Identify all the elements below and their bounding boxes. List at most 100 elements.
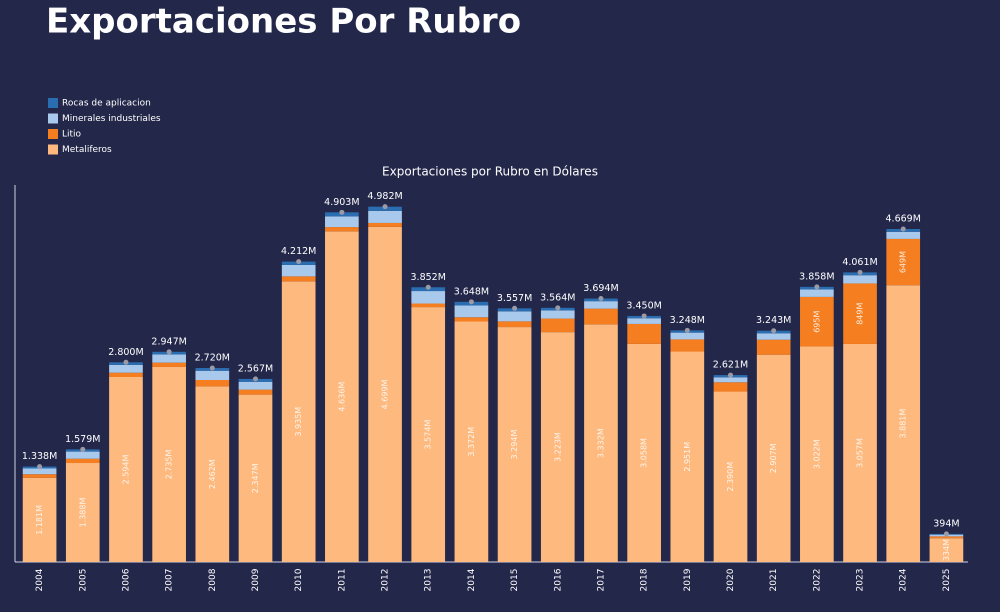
bar-segment: [368, 222, 402, 227]
x-tick-label: 2009: [251, 568, 261, 591]
bar-segment: [238, 389, 273, 395]
bar-segment: [411, 307, 446, 562]
total-label: 1.338M: [22, 451, 57, 462]
total-marker: [166, 349, 172, 355]
bar-segment: [238, 381, 273, 390]
legend-label: Metaliferos: [62, 145, 112, 155]
x-tick-label: 2013: [424, 569, 434, 592]
bar-segment: [411, 303, 446, 308]
bar-segment: [454, 305, 489, 318]
bar-segment: [756, 339, 791, 355]
bar-segment: [756, 354, 791, 562]
total-label: 4.669M: [886, 214, 921, 225]
bar-segment: [22, 474, 57, 478]
bar-segment: [670, 339, 705, 352]
x-tick-label: 2017: [596, 569, 606, 592]
segment-label: 1.181M: [35, 505, 44, 535]
bar-segment: [497, 321, 532, 328]
bar-segment: [325, 231, 359, 562]
total-label: 3.858M: [799, 271, 834, 282]
x-tick-label: 2025: [942, 569, 952, 592]
total-label: 3.564M: [540, 292, 575, 303]
segment-label: 2.347M: [251, 463, 260, 493]
legend-label: Rocas de aplicacion: [62, 99, 151, 109]
total-marker: [382, 204, 388, 210]
bar-segment: [540, 310, 575, 319]
bar-segment: [843, 343, 877, 562]
segment-label: 4.636M: [337, 382, 346, 412]
bar-segment: [584, 324, 618, 562]
bar-segment: [670, 351, 705, 562]
x-tick-label: 2006: [121, 568, 131, 591]
x-tick-label: 2019: [683, 568, 693, 591]
x-tick-label: 2021: [769, 569, 779, 592]
legend-swatch: [48, 144, 58, 155]
segment-label: 2.951M: [683, 442, 692, 472]
bar-segment: [540, 318, 575, 333]
total-marker: [641, 313, 647, 319]
total-label: 2.947M: [151, 336, 186, 347]
bar-segment: [195, 386, 230, 562]
total-label: 3.648M: [454, 286, 489, 297]
bar-segment: [325, 216, 359, 228]
bar-segment: [627, 318, 661, 324]
total-marker: [857, 269, 863, 275]
bar-segment: [713, 377, 748, 383]
bar-segment: [152, 366, 186, 562]
bar-segment: [281, 281, 316, 562]
segment-label: 3.058M: [640, 438, 649, 468]
segment-label: 3.935M: [294, 407, 303, 437]
segment-label: 3.057M: [856, 438, 865, 468]
bar-segment: [800, 296, 834, 347]
bar-segment: [454, 321, 489, 562]
legend-label: Minerales industriales: [62, 114, 161, 124]
segment-label: 2.462M: [208, 459, 217, 489]
total-label: 1.579M: [65, 434, 100, 445]
bar-segment: [497, 327, 532, 562]
bar-segment: [627, 343, 661, 562]
total-marker: [943, 531, 949, 537]
x-tick-label: 2018: [640, 568, 650, 591]
total-marker: [468, 299, 474, 305]
bar-segment: [756, 333, 791, 340]
segment-label: 849M: [856, 303, 865, 325]
segment-label: 695M: [812, 311, 821, 333]
segment-label: 3.022M: [812, 439, 821, 469]
bar-segment: [368, 210, 402, 223]
bar-segment: [152, 362, 186, 367]
bar-segment: [713, 382, 748, 392]
bar-segment: [368, 226, 402, 562]
x-tick-label: 2016: [553, 568, 563, 591]
total-label: 2.800M: [108, 347, 143, 358]
bar-segment: [929, 536, 964, 539]
legend-swatch: [48, 98, 58, 108]
segment-label: 1.388M: [78, 498, 87, 528]
bar-segment: [109, 372, 143, 377]
total-marker: [209, 365, 215, 371]
bar-segment: [109, 364, 143, 373]
total-label: 394M: [933, 518, 959, 529]
total-marker: [123, 359, 129, 365]
bar-segment: [627, 323, 661, 344]
bar-segment: [454, 317, 489, 322]
segment-label: 3.372M: [467, 427, 476, 457]
bar-segment: [281, 264, 316, 277]
total-label: 3.852M: [411, 272, 446, 283]
x-tick-label: 2015: [510, 569, 520, 592]
total-marker: [555, 305, 561, 311]
x-tick-label: 2008: [208, 568, 218, 591]
segment-label: 3.881M: [899, 409, 908, 439]
total-marker: [80, 446, 86, 452]
total-marker: [37, 464, 43, 470]
bar-segment: [713, 391, 748, 562]
total-marker: [512, 305, 518, 311]
x-tick-label: 2010: [294, 568, 304, 591]
total-label: 3.694M: [583, 283, 618, 294]
bar-segment: [843, 283, 877, 344]
bar-segment: [497, 311, 532, 322]
total-marker: [339, 209, 345, 215]
total-label: 2.720M: [195, 353, 230, 364]
bar-segment: [411, 291, 446, 304]
segment-label: 2.907M: [769, 443, 778, 473]
